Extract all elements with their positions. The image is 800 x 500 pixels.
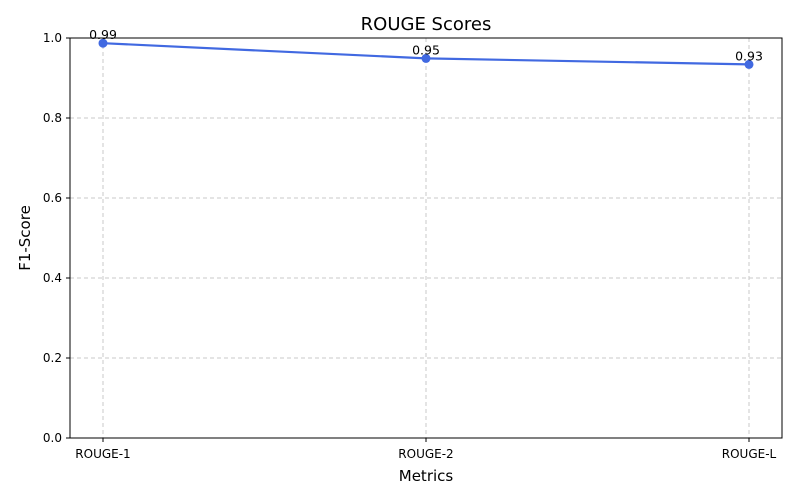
data-label: 0.93 [735, 48, 763, 63]
chart-title: ROUGE Scores [361, 14, 492, 35]
y-tick-label: 0.4 [43, 271, 62, 285]
data-point [98, 38, 108, 48]
data-label: 0.99 [89, 27, 117, 42]
y-tick-label: 0.0 [43, 431, 62, 445]
x-tick-label: ROUGE-L [722, 447, 777, 461]
grid-layer [70, 37, 782, 439]
y-tick-label: 0.2 [43, 351, 62, 365]
data-label: 0.95 [412, 42, 440, 57]
series-layer: 0.99 0.95 0.93 [89, 27, 763, 69]
ticks-layer: 0.0 0.2 0.4 0.6 0.8 1.0 ROUGE-1 ROUGE-2 ROUGE-L [43, 31, 777, 461]
y-tick-label: 1.0 [43, 31, 62, 45]
x-tick-label: ROUGE-2 [398, 447, 453, 461]
y-tick-label: 0.6 [43, 191, 62, 205]
x-tick-label: ROUGE-1 [75, 447, 130, 461]
y-axis-title: F1-Score [16, 205, 34, 271]
data-point [421, 53, 431, 63]
data-point [744, 59, 754, 69]
x-axis-title: Metrics [399, 467, 454, 485]
y-tick-label: 0.8 [43, 111, 62, 125]
